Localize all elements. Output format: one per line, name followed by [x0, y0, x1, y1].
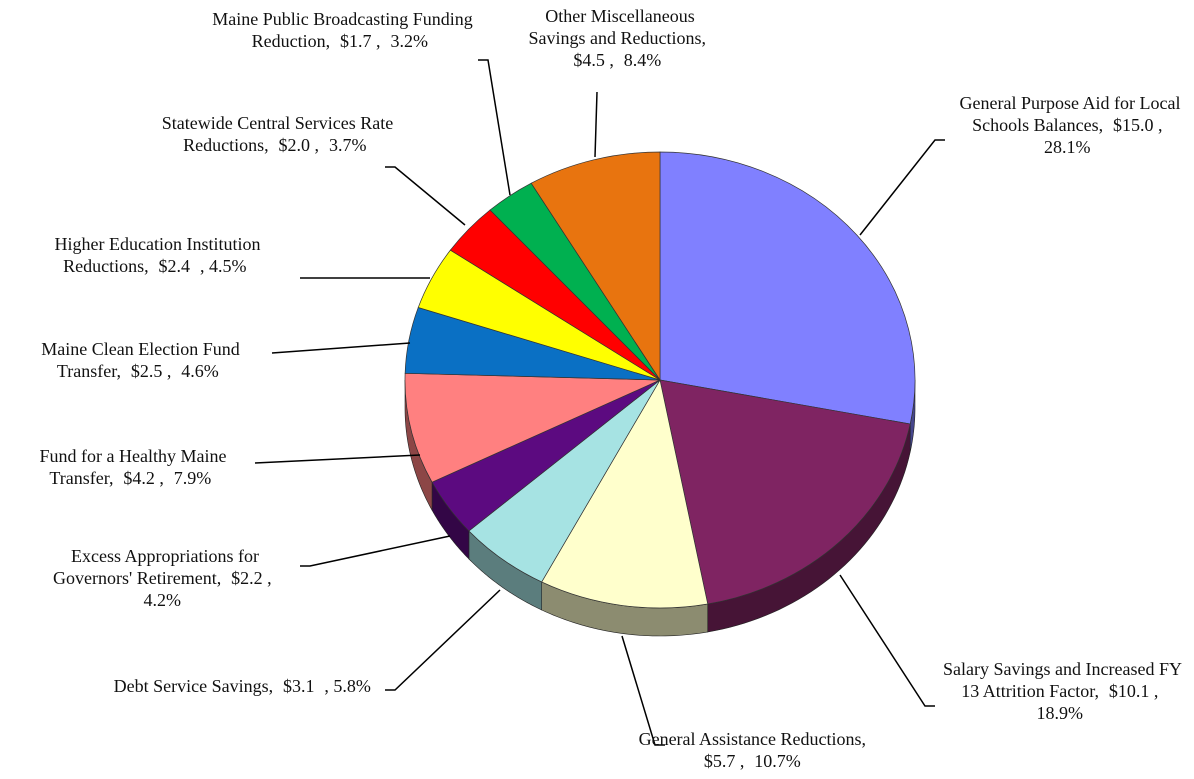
- slice-label-part: $3.1: [283, 676, 315, 696]
- leader-line: [300, 535, 451, 567]
- slice-label-part: $4.5 ,: [573, 50, 614, 70]
- slice-label-part: 3.7%: [328, 135, 367, 155]
- slice-label-part: Salary Savings and Increased FY 13 Attri…: [943, 659, 1182, 701]
- slice-label-part: Maine Clean Election Fund Transfer,: [41, 339, 240, 381]
- leader-line: [385, 589, 501, 691]
- slice-label-part: 3.2%: [390, 31, 428, 51]
- slice-label: Maine Clean Election Fund Transfer, $2.5…: [8, 338, 273, 382]
- leader-line: [621, 635, 665, 746]
- slice-label-part: , 4.5%: [199, 256, 247, 276]
- slice-label-part: General Purpose Aid for Local Schools Ba…: [959, 93, 1181, 135]
- slice-label: Salary Savings and Increased FY 13 Attri…: [935, 658, 1190, 724]
- slice-label-part: , 5.8%: [324, 676, 371, 696]
- slice-label-part: 4.6%: [181, 361, 219, 381]
- slice-label: General Assistance Reductions, $5.7 , 10…: [630, 728, 880, 772]
- slice-label-part: Other Miscellaneous Savings and Reductio…: [528, 6, 707, 48]
- slice-label: Maine Public Broadcasting Funding Reduct…: [205, 8, 480, 52]
- slice-label-part: $2.5 ,: [130, 361, 172, 381]
- slice-label-part: $2.2 ,: [231, 568, 272, 588]
- slice-label-part: $4.2 ,: [123, 468, 164, 488]
- slice-label-part: Statewide Central Services Rate Reductio…: [161, 113, 394, 155]
- slice-label-part: $2.4: [158, 256, 191, 276]
- leader-line: [478, 59, 511, 196]
- slice-label-part: $10.1 ,: [1108, 681, 1159, 701]
- slice-label-part: 8.4%: [623, 50, 662, 70]
- leader-line: [385, 166, 466, 226]
- slice-label-part: $1.7 ,: [340, 31, 381, 51]
- slice-label: Excess Appropriations for Governors' Ret…: [30, 545, 300, 611]
- pie-slice: [659, 151, 916, 425]
- slice-label-part: 7.9%: [173, 468, 212, 488]
- pie-slice: [404, 372, 661, 483]
- slice-label-part: $5.7 ,: [703, 751, 745, 771]
- slice-label-part: 18.9%: [1036, 703, 1084, 723]
- slice-label-part: Excess Appropriations for Governors' Ret…: [53, 546, 259, 588]
- slice-label-part: 28.1%: [1044, 137, 1091, 157]
- slice-label: Fund for a Healthy Maine Transfer, $4.2 …: [8, 445, 258, 489]
- leader-line: [594, 91, 598, 158]
- slice-label: Other Miscellaneous Savings and Reductio…: [520, 5, 720, 71]
- pie-slice: [530, 151, 661, 382]
- slice-label-part: Maine Public Broadcasting Funding Reduct…: [212, 9, 473, 51]
- slice-label-part: General Assistance Reductions,: [638, 729, 867, 749]
- slice-label: Debt Service Savings, $3.1 , 5.8%: [100, 675, 390, 697]
- pie-slice: [541, 379, 709, 609]
- slice-label-part: 4.2%: [143, 590, 182, 610]
- pie-slice: [659, 379, 911, 605]
- slice-label-part: $2.0 ,: [278, 135, 320, 155]
- slice-label: General Purpose Aid for Local Schools Ba…: [950, 92, 1190, 158]
- slice-label-part: 10.7%: [754, 751, 801, 771]
- leader-line: [839, 574, 935, 707]
- slice-label: Statewide Central Services Rate Reductio…: [145, 112, 410, 156]
- leader-line: [254, 454, 421, 464]
- slice-label-part: Debt Service Savings,: [113, 676, 274, 696]
- slice-label-part: Higher Education Institution Reductions,: [54, 234, 261, 276]
- slice-label-part: $15.0 ,: [1112, 115, 1163, 135]
- leader-line: [859, 139, 945, 236]
- slice-label: Higher Education Institution Reductions,…: [40, 233, 275, 277]
- slice-label-part: Fund for a Healthy Maine Transfer,: [39, 446, 227, 488]
- leader-line: [271, 342, 411, 354]
